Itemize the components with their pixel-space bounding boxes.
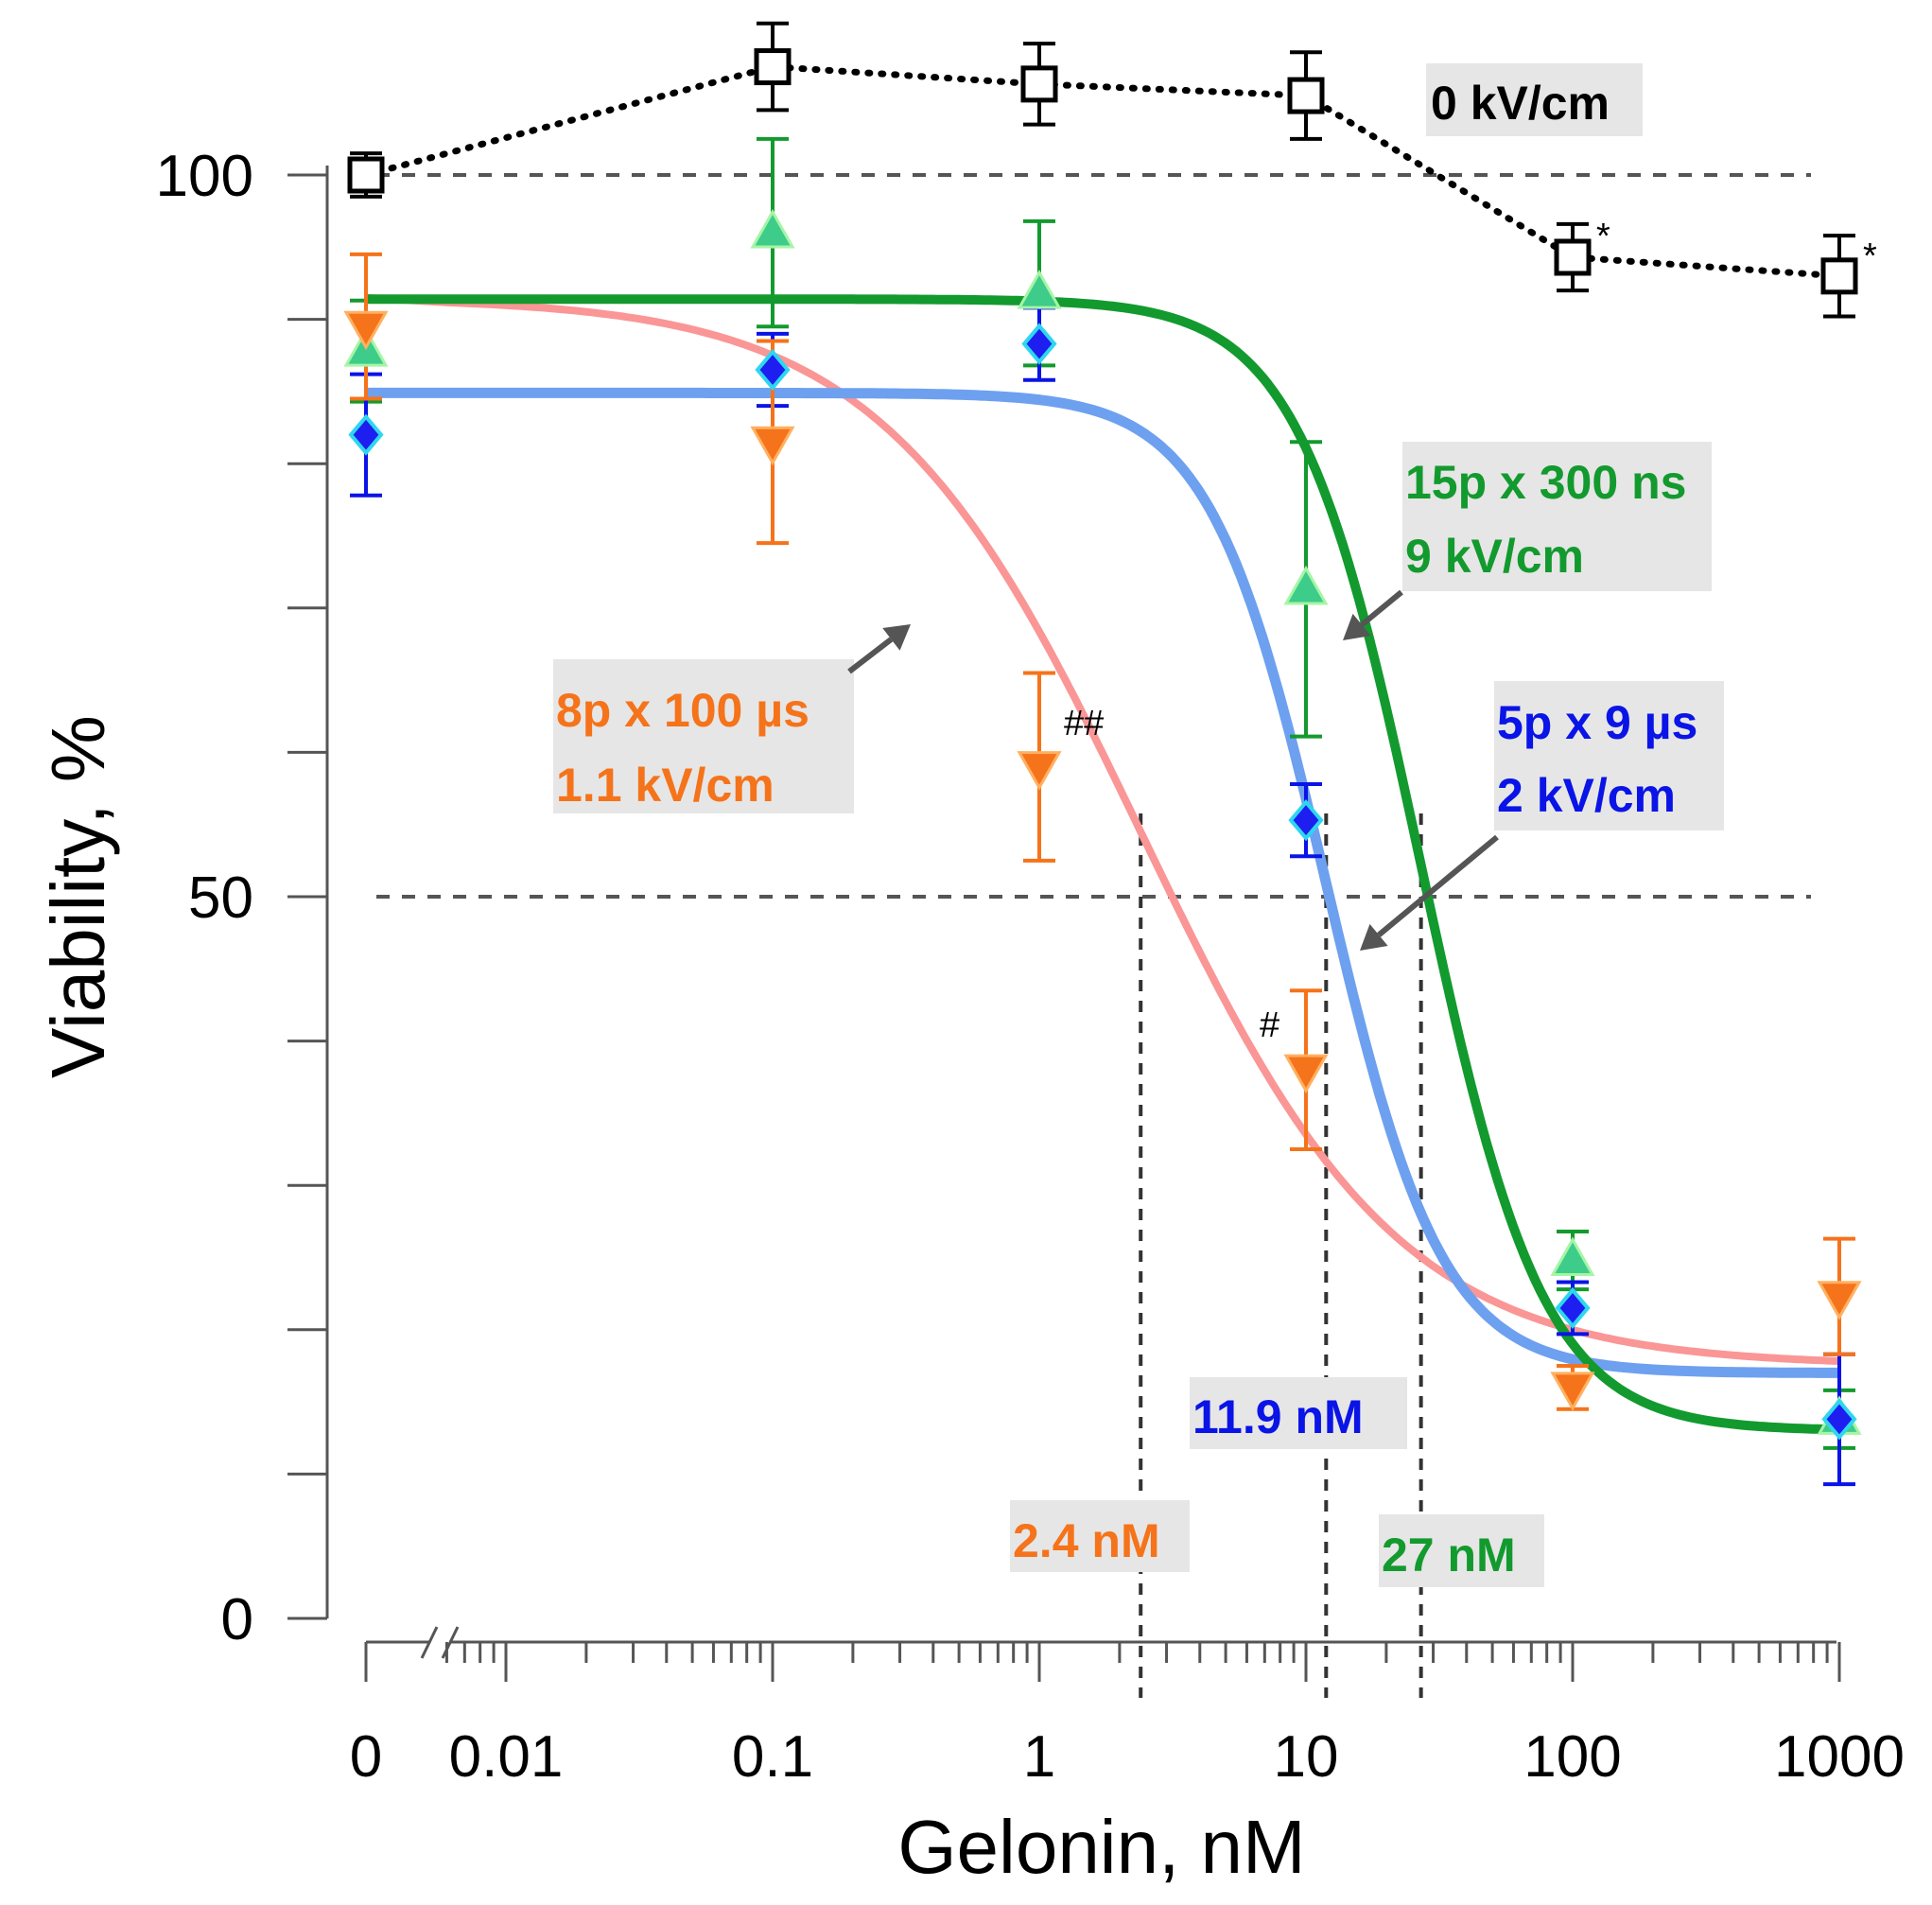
marker-9us [1555,1286,1591,1330]
marker-ns [1283,565,1329,605]
marker-control [1554,238,1592,276]
x-tick-label: 0.1 [732,1724,813,1790]
ns-label-line1: 15p x 300 ns [1405,456,1686,509]
annotations: 0 kV/cm * * 15p x 300 ns 9 kV/cm 5p x 9 µs 2 k… [553,63,1877,1587]
us9-label-line1: 5p x 9 µs [1497,696,1697,749]
significance-hash: # [1260,1005,1279,1045]
arrow-ns [1360,589,1403,627]
us100-label-line2: 1.1 kV/cm [556,759,775,812]
x-tick-label: 100 [1523,1724,1621,1790]
ec50-label-100us: 2.4 nM [1013,1514,1160,1567]
marker-control [754,48,792,86]
marker-9us [1021,323,1057,365]
marker-control [1287,77,1325,114]
significance-double-hash: ## [1064,704,1104,743]
x-tick-label: 10 [1274,1724,1339,1790]
x-axis-title: Gelonin, nM [897,1805,1305,1889]
arrow-100us-head [882,624,911,651]
marker-100us [750,426,795,466]
y-tick-label: 50 [188,865,253,931]
arrow-ns-head [1343,613,1371,640]
marker-100us [1817,1281,1862,1320]
fit-curve-100us [365,293,1839,1365]
x-tick-label: 0.01 [449,1724,564,1790]
axis-break-mark [441,1626,460,1659]
marker-100us [1283,1054,1329,1094]
marker-9us [1821,1398,1857,1441]
ec50-label-box [1379,1514,1544,1587]
marker-100us [1017,751,1062,791]
marker-control [1820,257,1858,295]
marker-control [347,156,385,194]
arrow-100us [847,637,894,674]
arrow-9us [1377,834,1499,937]
fit-curve-ns [366,294,1839,1435]
data-markers [343,48,1862,1441]
x-tick-label: 1000 [1774,1724,1905,1790]
marker-control [1020,65,1058,103]
ec50-label-ns: 27 nM [1382,1529,1516,1582]
control-label: 0 kV/cm [1431,77,1610,130]
significance-star: * [1863,236,1877,276]
ns-label-line2: 9 kV/cm [1405,530,1584,583]
x-tick-label: 0 [350,1724,382,1790]
x-axis: 0 0.01 0.1 1 10 100 1000 Gelonin, nM [350,1626,1905,1889]
ns-label-box [1402,442,1712,591]
marker-ns [750,209,795,249]
marker-ns [1550,1236,1595,1277]
us9-label-line2: 2 kV/cm [1497,769,1676,822]
reference-lines [376,173,1811,899]
fit-curves [362,63,1843,1435]
y-axis: 0 50 100 Viability, % [36,144,329,1652]
marker-9us [755,348,791,392]
ec50-label-9us: 11.9 nM [1192,1390,1364,1443]
x-tick-label: 1 [1023,1724,1055,1790]
axis-break-mark [420,1626,439,1659]
marker-9us [348,413,384,456]
us9-label-box [1494,681,1724,830]
arrow-9us-head [1360,923,1388,951]
us100-label-box [553,659,854,813]
marker-9us [1288,799,1324,842]
us100-label-line1: 8p x 100 µs [556,684,809,737]
control-line [362,63,1843,280]
fit-curve-9us [366,387,1839,1378]
marker-100us [1550,1372,1595,1411]
marker-100us [343,310,389,351]
significance-star: * [1596,217,1610,256]
marker-ns [1017,270,1062,309]
ec50-label-box [1190,1377,1407,1449]
y-tick-label: 0 [221,1587,253,1652]
ec50-label-box [1010,1500,1190,1572]
y-tick-label: 100 [156,144,253,209]
y-axis-title: Viability, % [36,715,120,1078]
control-label-box [1426,63,1643,136]
